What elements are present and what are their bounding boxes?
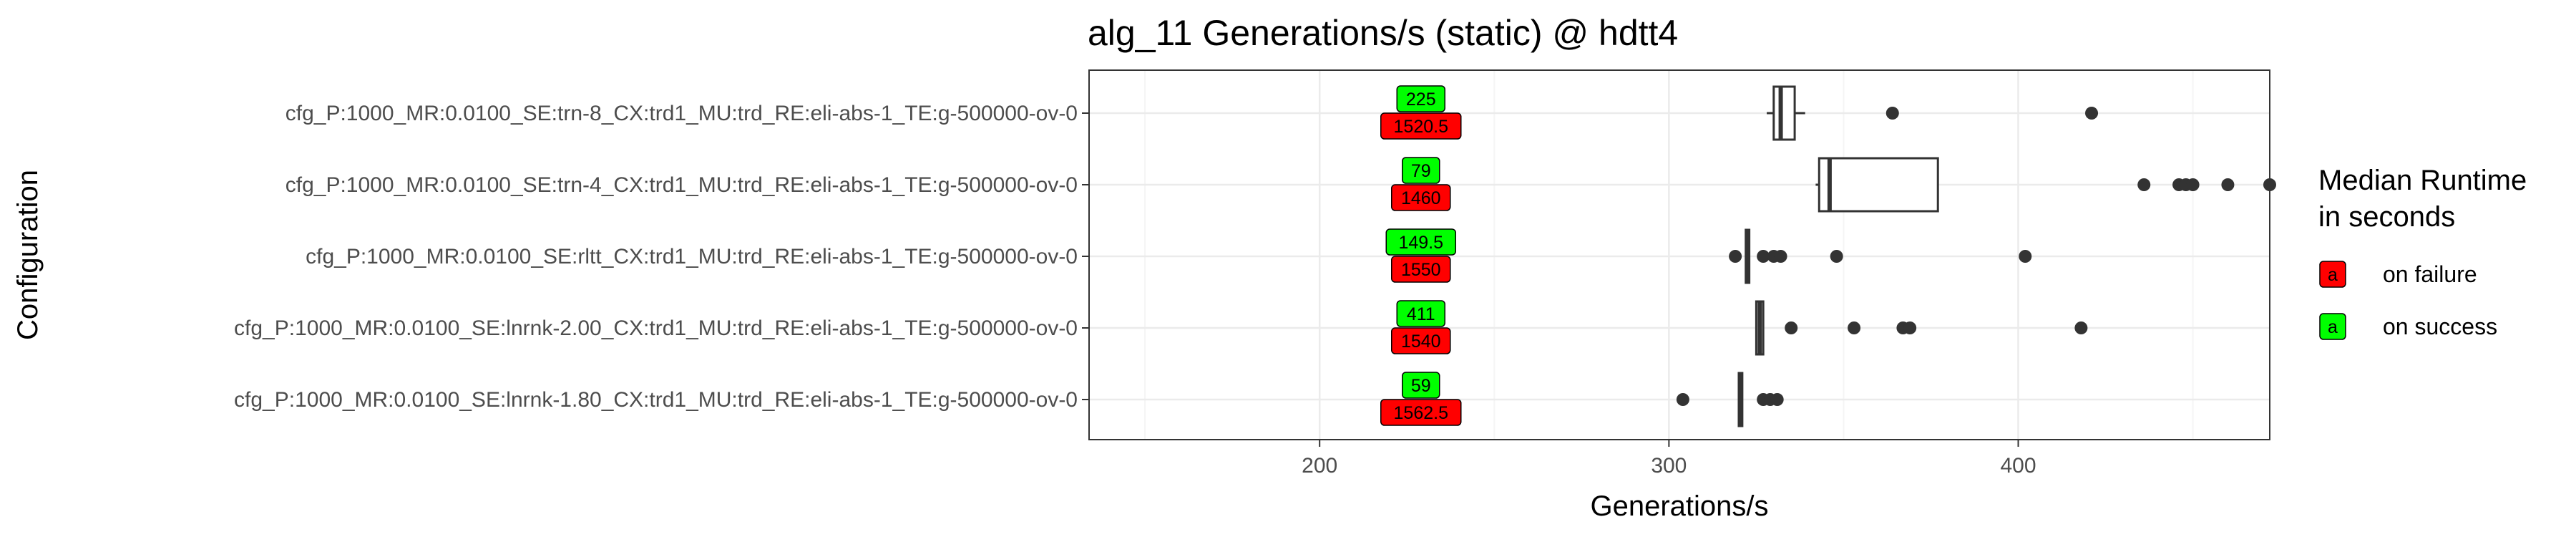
outlier-points	[1676, 107, 2276, 406]
success-runtime-label: 79	[1402, 157, 1440, 184]
y-tick-label: cfg_P:1000_MR:0.0100_SE:lnrnk-2.00_CX:tr…	[234, 316, 1078, 340]
legend-entry-label: on success	[2383, 314, 2497, 339]
label-text: 1562.5	[1394, 403, 1448, 423]
label-box	[1396, 85, 1446, 112]
label-box	[1391, 327, 1451, 354]
label-box	[1402, 372, 1440, 399]
plot-panel: 225 1520.5 79 1460 149.5 1550 411 1540 59 1562.5	[1088, 69, 2276, 440]
legend-entry-success: a on success	[2319, 313, 2497, 340]
y-tick-label: cfg_P:1000_MR:0.0100_SE:rltt_CX:trd1_MU:…	[306, 245, 1078, 268]
label-box	[1396, 300, 1446, 327]
chart-title: alg_11 Generations/s (static) @ hdtt4	[1088, 13, 1678, 53]
x-tick-label: 300	[1651, 454, 1687, 478]
success-runtime-label: 411	[1396, 300, 1446, 327]
label-box	[1380, 112, 1462, 140]
x-axis: 200 300 400	[1302, 440, 2036, 478]
outlier-point	[2137, 178, 2151, 191]
outlier-point	[2019, 250, 2032, 263]
grid-major	[1089, 70, 2270, 440]
label-text: 79	[1411, 161, 1431, 181]
label-box	[1402, 157, 1440, 184]
legend-key-swatch	[2319, 261, 2346, 288]
failure-runtime-label: 1520.5	[1380, 112, 1462, 140]
outlier-point	[1785, 321, 1798, 334]
legend-key-swatch	[2319, 313, 2346, 340]
success-runtime-label: 149.5	[1385, 228, 1457, 256]
box-plot	[1755, 300, 1765, 356]
box-plot	[1815, 157, 1939, 213]
label-text: 149.5	[1398, 233, 1443, 253]
grid-minor	[1144, 70, 2194, 440]
label-box	[1385, 228, 1457, 256]
outlier-point	[1774, 250, 1787, 263]
box-plot	[1767, 85, 1805, 141]
outlier-point	[1729, 250, 1742, 263]
outlier-point	[1676, 393, 1689, 406]
y-tick-label: cfg_P:1000_MR:0.0100_SE:lnrnk-1.80_CX:tr…	[234, 388, 1078, 412]
legend-entries: a on failure a on success	[2319, 261, 2497, 340]
y-tick-label: cfg_P:1000_MR:0.0100_SE:trn-4_CX:trd1_MU…	[286, 173, 1078, 197]
y-axis-title: Configuration	[12, 170, 44, 340]
success-runtime-label: 225	[1396, 85, 1446, 112]
label-box	[1380, 399, 1462, 426]
legend-title: Median Runtime in seconds	[2318, 165, 2534, 233]
legend-title-line-1: Median Runtime	[2318, 165, 2527, 196]
outlier-point	[2186, 178, 2200, 191]
label-box	[1391, 184, 1451, 211]
outlier-point	[1757, 250, 1770, 263]
label-text: 1550	[1401, 260, 1441, 280]
legend: Median Runtime in seconds a on failure a on…	[2318, 165, 2534, 340]
failure-runtime-label: 1562.5	[1380, 399, 1462, 426]
label-text: 1460	[1401, 188, 1441, 208]
label-text: 225	[1406, 90, 1436, 110]
box-iqr	[1772, 85, 1796, 141]
outlier-point	[2074, 321, 2088, 334]
outlier-point	[1885, 107, 1899, 120]
x-tick-label: 400	[2000, 454, 2036, 478]
x-axis-title: Generations/s	[1590, 490, 1768, 522]
legend-title-line-2: in seconds	[2318, 201, 2455, 233]
box-plot	[1737, 372, 1744, 427]
x-tick-label: 200	[1302, 454, 1337, 478]
runtime-labels: 225 1520.5 79 1460 149.5 1550 411 1540 59 1562.5	[1380, 85, 1462, 426]
outlier-point	[1830, 250, 1843, 263]
legend-key-symbol: a	[2328, 317, 2338, 337]
outlier-point	[1770, 393, 1784, 406]
legend-key-symbol: a	[2328, 265, 2338, 285]
label-text: 411	[1407, 304, 1435, 324]
outlier-point	[2085, 107, 2099, 120]
label-box	[1391, 256, 1451, 283]
box-plot	[1745, 228, 1751, 284]
legend-entry-failure: a on failure	[2319, 261, 2477, 288]
failure-runtime-label: 1540	[1391, 327, 1451, 354]
outlier-point	[1848, 321, 1861, 334]
y-axis: cfg_P:1000_MR:0.0100_SE:trn-8_CX:trd1_MU…	[234, 102, 1089, 412]
legend-entry-label: on failure	[2383, 261, 2477, 287]
outlier-point	[1903, 321, 1917, 334]
label-text: 59	[1411, 376, 1431, 396]
failure-runtime-label: 1460	[1391, 184, 1451, 211]
success-runtime-label: 59	[1402, 372, 1440, 399]
failure-runtime-label: 1550	[1391, 256, 1451, 283]
outlier-point	[2221, 178, 2235, 191]
box-series	[1737, 85, 1939, 427]
y-tick-label: cfg_P:1000_MR:0.0100_SE:trn-8_CX:trd1_MU…	[286, 102, 1078, 125]
label-text: 1540	[1401, 332, 1441, 352]
panel-border	[1088, 69, 2270, 440]
label-text: 1520.5	[1394, 117, 1448, 137]
box-iqr	[1818, 157, 1939, 213]
